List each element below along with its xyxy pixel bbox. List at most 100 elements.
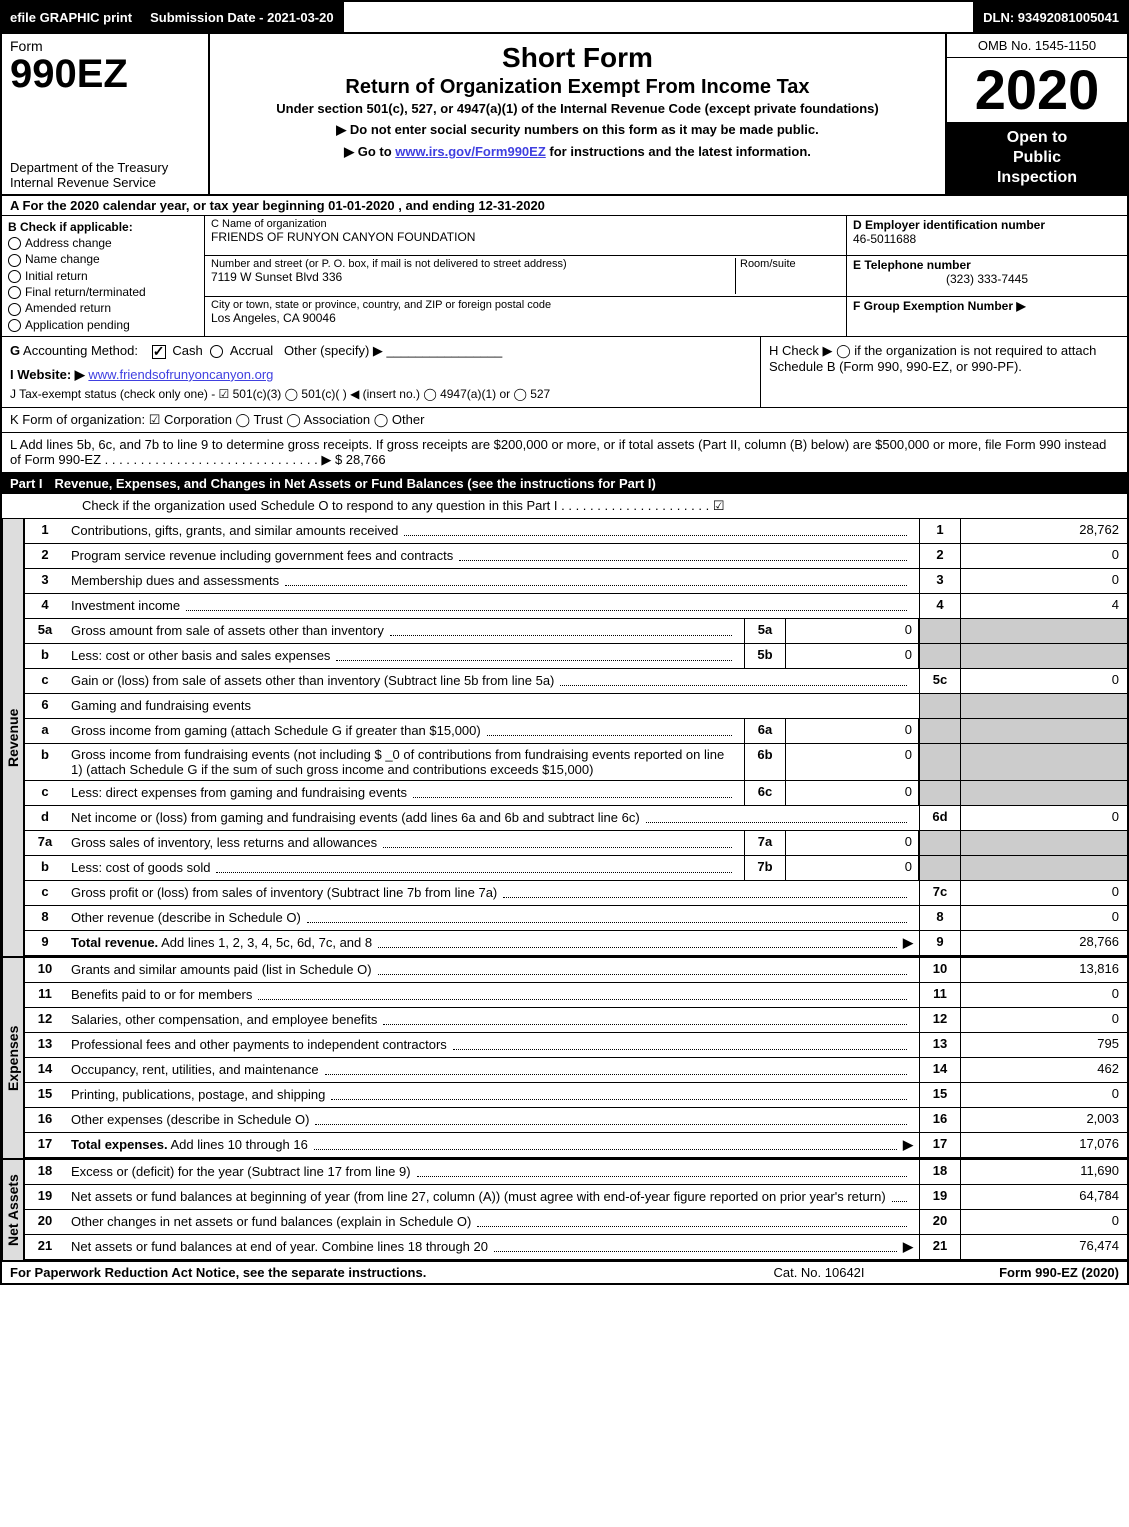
line-a: aGross income from gaming (attach Schedu… [25, 719, 1127, 744]
line-h: H Check ▶ ◯ if the organization is not r… [761, 337, 1127, 407]
line-9: 9Total revenue. Add lines 1, 2, 3, 4, 5c… [25, 931, 1127, 956]
c-addr-row: Number and street (or P. O. box, if mail… [205, 256, 846, 296]
line-num: c [25, 669, 65, 693]
mid-label: 6b [744, 744, 786, 780]
goto-line: ▶ Go to www.irs.gov/Form990EZ for instru… [220, 144, 935, 160]
right-label: 11 [919, 983, 960, 1007]
goto-link[interactable]: www.irs.gov/Form990EZ [395, 144, 546, 159]
line-d: dNet income or (loss) from gaming and fu… [25, 806, 1127, 831]
mid-value: 0 [786, 744, 919, 780]
efile-btn[interactable]: efile GRAPHIC print [2, 2, 142, 32]
c-name-lbl: C Name of organization [211, 218, 840, 230]
line-desc: Other revenue (describe in Schedule O) [65, 906, 919, 930]
b-amend[interactable]: Amended return [8, 301, 198, 315]
right-value: 0 [960, 1210, 1127, 1234]
mid-label: 5a [744, 619, 786, 643]
mid-value: 0 [786, 619, 919, 643]
d-ein-row: D Employer identification number 46-5011… [847, 216, 1127, 256]
right-label: 19 [919, 1185, 960, 1209]
line-desc: Contributions, gifts, grants, and simila… [65, 519, 919, 543]
line-17: 17Total expenses. Add lines 10 through 1… [25, 1133, 1127, 1158]
line-num: b [25, 856, 65, 880]
right-value [960, 719, 1127, 743]
line-num: 4 [25, 594, 65, 618]
line-b: bLess: cost of goods sold7b0 [25, 856, 1127, 881]
mid-value: 0 [786, 719, 919, 743]
col-d: D Employer identification number 46-5011… [847, 216, 1127, 336]
omb-number: OMB No. 1545-1150 [947, 34, 1127, 58]
footer-right: Form 990-EZ (2020) [919, 1265, 1119, 1280]
b-init[interactable]: Initial return [8, 269, 198, 283]
line-11: 11Benefits paid to or for members110 [25, 983, 1127, 1008]
cash-cb[interactable] [152, 345, 166, 359]
line-num: b [25, 644, 65, 668]
right-value: 462 [960, 1058, 1127, 1082]
line-num: 15 [25, 1083, 65, 1107]
right-label [919, 644, 960, 668]
right-label [919, 619, 960, 643]
footer-left: For Paperwork Reduction Act Notice, see … [10, 1265, 719, 1280]
vtab-expenses: Expenses [2, 958, 25, 1158]
line-desc: Gross profit or (loss) from sales of inv… [65, 881, 919, 905]
b-app[interactable]: Application pending [8, 318, 198, 332]
right-value: 64,784 [960, 1185, 1127, 1209]
line-a: A For the 2020 calendar year, or tax yea… [0, 196, 1129, 216]
right-label: 3 [919, 569, 960, 593]
line-num: 21 [25, 1235, 65, 1259]
mid-label: 7b [744, 856, 786, 880]
line-desc: Excess or (deficit) for the year (Subtra… [65, 1160, 919, 1184]
right-label: 5c [919, 669, 960, 693]
b-name[interactable]: Name change [8, 252, 198, 266]
line-desc: Program service revenue including govern… [65, 544, 919, 568]
mid-value: 0 [786, 781, 919, 805]
right-value: 795 [960, 1033, 1127, 1057]
line-5a: 5aGross amount from sale of assets other… [25, 619, 1127, 644]
right-value: 17,076 [960, 1133, 1127, 1157]
line-desc: Gross income from fundraising events (no… [65, 744, 744, 780]
line-14: 14Occupancy, rent, utilities, and mainte… [25, 1058, 1127, 1083]
right-value: 0 [960, 544, 1127, 568]
goto-tail: for instructions and the latest informat… [549, 144, 810, 159]
line-3: 3Membership dues and assessments30 [25, 569, 1127, 594]
line-10: 10Grants and similar amounts paid (list … [25, 958, 1127, 983]
line-num: 10 [25, 958, 65, 982]
right-label: 2 [919, 544, 960, 568]
right-value: 2,003 [960, 1108, 1127, 1132]
dept-2: Internal Revenue Service [10, 175, 200, 190]
line-desc: Less: cost or other basis and sales expe… [65, 644, 744, 668]
right-value: 28,766 [960, 931, 1127, 955]
line-desc: Salaries, other compensation, and employ… [65, 1008, 919, 1032]
right-label: 1 [919, 519, 960, 543]
mid-value: 0 [786, 831, 919, 855]
right-label [919, 719, 960, 743]
line-20: 20Other changes in net assets or fund ba… [25, 1210, 1127, 1235]
gh-block: G Accounting Method: Cash Accrual Other … [0, 337, 1129, 408]
open-1: Open to [951, 128, 1123, 148]
line-num: 1 [25, 519, 65, 543]
right-label [919, 856, 960, 880]
part1-title: Revenue, Expenses, and Changes in Net As… [55, 476, 1119, 491]
accrual-cb[interactable] [210, 345, 223, 358]
line-1: 1Contributions, gifts, grants, and simil… [25, 519, 1127, 544]
b-addr[interactable]: Address change [8, 236, 198, 250]
part1-header: Part I Revenue, Expenses, and Changes in… [0, 473, 1129, 494]
right-value: 0 [960, 669, 1127, 693]
line-k: K Form of organization: ☑ Corporation ◯ … [0, 408, 1129, 433]
right-label: 8 [919, 906, 960, 930]
line-num: 18 [25, 1160, 65, 1184]
part1-check: Check if the organization used Schedule … [0, 494, 1129, 519]
c-city: Los Angeles, CA 90046 [211, 311, 840, 325]
line-num: 5a [25, 619, 65, 643]
line-desc: Professional fees and other payments to … [65, 1033, 919, 1057]
right-value: 0 [960, 569, 1127, 593]
d-ein: 46-5011688 [853, 232, 1121, 246]
b-final[interactable]: Final return/terminated [8, 285, 198, 299]
line-4: 4Investment income44 [25, 594, 1127, 619]
line-desc: Gain or (loss) from sale of assets other… [65, 669, 919, 693]
right-value: 0 [960, 906, 1127, 930]
line-desc: Less: direct expenses from gaming and fu… [65, 781, 744, 805]
line-l: L Add lines 5b, 6c, and 7b to line 9 to … [0, 433, 1129, 473]
part1-label: Part I [10, 476, 55, 491]
website-link[interactable]: www.friendsofrunyoncanyon.org [88, 367, 273, 382]
d-lbl: D Employer identification number [853, 218, 1121, 232]
